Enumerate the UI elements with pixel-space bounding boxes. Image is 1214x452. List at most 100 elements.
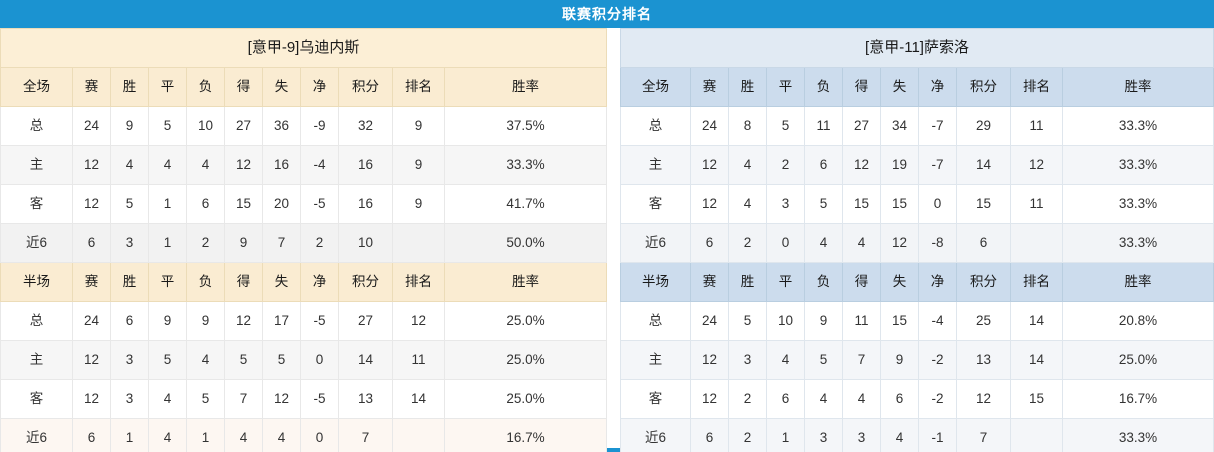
stat-cell-6: -7 [918,145,957,185]
rank-cell: 12 [392,301,445,341]
points-cell: 14 [338,340,393,380]
winrate-cell: 25.0% [444,379,607,419]
column-header-9: 排名 [1010,67,1063,107]
stat-cell-2: 9 [148,301,187,341]
stat-cell-0: 12 [72,379,111,419]
column-header-8: 积分 [956,67,1011,107]
points-cell: 14 [956,145,1011,185]
stat-cell-4: 12 [224,301,263,341]
stat-cell-2: 4 [148,379,187,419]
column-header-3: 平 [766,67,805,107]
column-header-7: 净 [918,67,957,107]
table-row[interactable]: 总 24 8 5 11 27 34 -7 29 11 33.3% [620,106,1214,146]
row-scope-label: 近6 [0,418,73,452]
stat-cell-2: 3 [766,184,805,224]
row-scope-label: 总 [620,301,691,341]
column-header-3: 平 [148,67,187,107]
stat-cell-1: 3 [110,223,149,263]
stat-cell-3: 9 [186,301,225,341]
rank-cell: 9 [392,145,445,185]
winrate-cell: 33.3% [1062,223,1214,263]
stat-cell-3: 10 [186,106,225,146]
winrate-cell: 25.0% [444,301,607,341]
stat-cell-4: 11 [842,301,881,341]
stat-cell-5: 4 [262,418,301,452]
points-cell: 6 [956,223,1011,263]
winrate-cell: 33.3% [1062,106,1214,146]
stat-body-right: [意甲-11]萨索洛 全场赛胜平负得失净积分 排名 胜率总 24 8 5 11 27 34 -7 29… [620,28,1214,452]
stat-cell-1: 4 [110,145,149,185]
row-scope-label: 近6 [620,223,691,263]
column-header-2: 胜 [728,262,767,302]
table-row[interactable]: 主 12 4 4 4 12 16 -4 16 9 33.3% [0,145,607,185]
column-header-7: 净 [300,262,339,302]
stat-cell-3: 4 [186,340,225,380]
page-title: 联赛积分排名 [562,6,652,22]
stat-cell-5: 16 [262,145,301,185]
stat-cell-4: 4 [224,418,263,452]
stat-cell-0: 12 [72,184,111,224]
row-scope-label: 客 [620,379,691,419]
winrate-cell: 20.8% [1062,301,1214,341]
stat-cell-6: -2 [918,340,957,380]
stat-cell-0: 24 [690,301,729,341]
points-cell: 25 [956,301,1011,341]
row-scope-label: 主 [0,340,73,380]
table-row[interactable]: 客 12 4 3 5 15 15 0 15 11 33.3% [620,184,1214,224]
column-header-row-full: 全场赛胜平负得失净积分 排名 胜率 [620,67,1214,107]
stat-cell-0: 12 [690,340,729,380]
column-header-0: 半场 [0,262,73,302]
stat-cell-5: 12 [880,223,919,263]
row-scope-label: 主 [620,145,691,185]
points-cell: 13 [956,340,1011,380]
bottom-accent-bar [0,448,1214,452]
stat-cell-3: 1 [186,418,225,452]
stat-cell-5: 7 [262,223,301,263]
stat-cell-3: 6 [186,184,225,224]
rank-cell: 14 [1010,301,1063,341]
stat-cell-0: 24 [72,106,111,146]
table-row[interactable]: 客 12 5 1 6 15 20 -5 16 9 41.7% [0,184,607,224]
winrate-cell: 16.7% [1062,379,1214,419]
stat-cell-3: 11 [804,106,843,146]
column-header-2: 胜 [110,262,149,302]
table-row[interactable]: 客 12 3 4 5 7 12 -5 13 14 25.0% [0,379,607,419]
stat-cell-3: 9 [804,301,843,341]
winrate-cell: 16.7% [444,418,607,452]
stat-cell-4: 12 [842,145,881,185]
points-cell: 13 [338,379,393,419]
column-header-4: 负 [804,67,843,107]
table-row[interactable]: 近6 6 2 1 3 3 4 -1 7 33.3% [620,418,1214,452]
table-row[interactable]: 主 12 3 5 4 5 5 0 14 11 25.0% [0,340,607,380]
rank-cell [392,418,445,452]
stat-cell-0: 6 [72,223,111,263]
table-row[interactable]: 总 24 9 5 10 27 36 -9 32 9 37.5% [0,106,607,146]
rank-cell: 15 [1010,379,1063,419]
table-row[interactable]: 主 12 3 4 5 7 9 -2 13 14 25.0% [620,340,1214,380]
table-row[interactable]: 近6 6 3 1 2 9 7 2 10 50.0% [0,223,607,263]
column-header-1: 赛 [690,67,729,107]
winrate-cell: 41.7% [444,184,607,224]
table-row[interactable]: 总 24 6 9 9 12 17 -5 27 12 25.0% [0,301,607,341]
table-row[interactable]: 主 12 4 2 6 12 19 -7 14 12 33.3% [620,145,1214,185]
row-scope-label: 总 [0,106,73,146]
stat-cell-1: 3 [110,340,149,380]
table-row[interactable]: 客 12 2 6 4 4 6 -2 12 15 16.7% [620,379,1214,419]
stat-cell-1: 5 [728,301,767,341]
rank-cell: 14 [392,379,445,419]
stat-cell-6: -1 [918,418,957,452]
rank-cell: 12 [1010,145,1063,185]
stat-cell-4: 12 [224,145,263,185]
stat-cell-6: -4 [300,145,339,185]
rank-cell [1010,223,1063,263]
stat-cell-2: 5 [148,340,187,380]
table-row[interactable]: 总 24 5 10 9 11 15 -4 25 14 20.8% [620,301,1214,341]
points-cell: 16 [338,145,393,185]
row-scope-label: 总 [0,301,73,341]
table-row[interactable]: 近6 6 2 0 4 4 12 -8 6 33.3% [620,223,1214,263]
winrate-cell: 25.0% [1062,340,1214,380]
table-row[interactable]: 近6 6 1 4 1 4 4 0 7 16.7% [0,418,607,452]
column-header-1: 赛 [72,262,111,302]
stat-cell-0: 24 [72,301,111,341]
column-header-4: 负 [804,262,843,302]
